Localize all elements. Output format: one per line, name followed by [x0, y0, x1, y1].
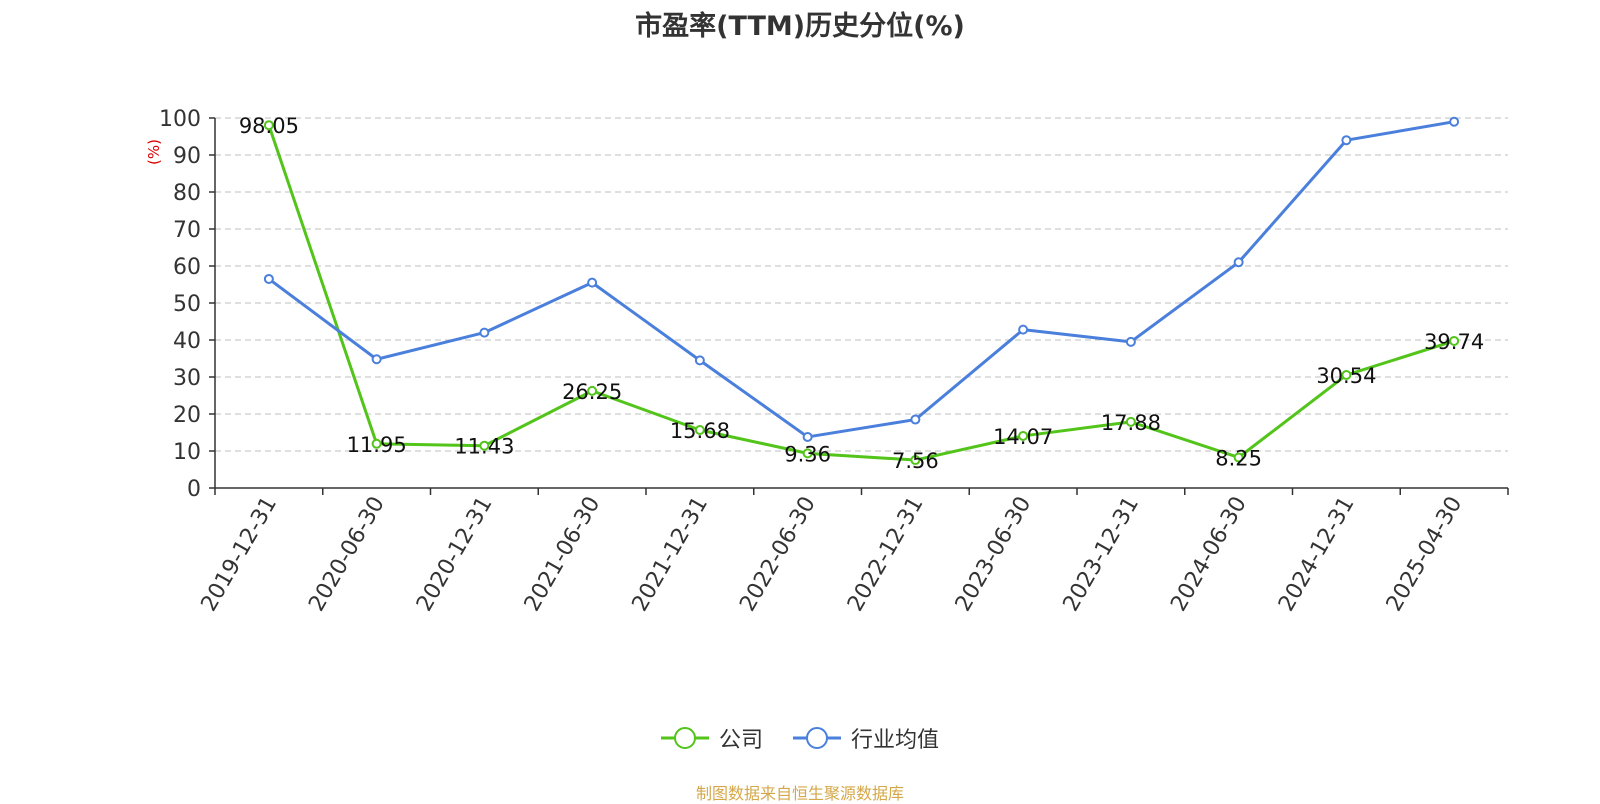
data-point	[263, 273, 274, 284]
data-point	[1449, 116, 1460, 127]
data-point	[1449, 335, 1460, 346]
data-point	[371, 438, 382, 449]
data-label: 7.56	[892, 449, 939, 473]
y-axis-label: (%)	[145, 139, 163, 165]
y-tick-label: 20	[173, 403, 201, 428]
legend-swatch	[793, 727, 841, 749]
y-tick-label: 70	[173, 218, 201, 243]
data-point	[371, 354, 382, 365]
data-label: 26.25	[562, 380, 622, 404]
data-label: 8.25	[1215, 446, 1262, 470]
chart-plot: 0 10 20 30 40 50 60 70 80 90 100 (%) 2019-12-31 2020-…	[145, 107, 1509, 616]
series-line-0	[267, 124, 1455, 462]
legend-item[interactable]: 公司	[660, 722, 763, 754]
data-point	[479, 440, 490, 451]
source-note: 制图数据来自恒生聚源数据库	[695, 784, 904, 803]
data-point	[1233, 257, 1244, 268]
data-label: 17.88	[1101, 411, 1161, 435]
data-point	[1125, 416, 1136, 427]
legend: 公司 行业均值	[0, 722, 1600, 754]
y-tick-label: 60	[173, 255, 201, 280]
y-tick-label: 10	[173, 440, 201, 465]
data-point	[263, 120, 274, 131]
x-tick-label: 2024-12-31	[1274, 493, 1360, 616]
data-point	[802, 448, 813, 459]
y-tick-label: 0	[187, 477, 201, 502]
x-tick-label: 2022-12-31	[843, 493, 929, 616]
data-label: 98.05	[239, 114, 299, 138]
data-point	[1125, 336, 1136, 347]
data-label: 15.68	[670, 419, 730, 443]
x-tick-label: 2020-12-31	[412, 493, 498, 616]
y-tick-label: 50	[173, 292, 201, 317]
legend-label: 公司	[718, 728, 763, 753]
y-tick-label: 80	[173, 181, 201, 206]
x-tick-label: 2021-06-30	[520, 493, 606, 616]
y-tick-label: 90	[173, 144, 201, 169]
grid-lines	[215, 117, 1508, 452]
data-labels: 98.05 11.95 11.43 26.25 15.68 9.36 7.56 14.07 17…	[239, 114, 1484, 473]
legend-swatch	[660, 727, 709, 749]
x-tick-label: 2019-12-31	[196, 493, 282, 616]
data-point	[910, 455, 921, 466]
series-lines	[263, 116, 1460, 466]
legend-label: 行业均值	[851, 728, 940, 753]
x-tick-label: 2022-06-30	[735, 493, 821, 616]
x-tick-label: 2024-06-30	[1166, 493, 1252, 616]
data-label: 39.74	[1424, 330, 1484, 354]
y-tick-label: 40	[173, 329, 201, 354]
data-point	[910, 414, 921, 425]
data-label: 9.36	[784, 442, 831, 466]
data-point	[1233, 452, 1244, 463]
y-tick-label: 100	[159, 107, 201, 132]
x-tick-label: 2023-12-31	[1058, 493, 1144, 616]
data-point	[1341, 135, 1352, 146]
x-tick-label: 2023-06-30	[951, 493, 1037, 616]
data-label: 11.95	[347, 433, 407, 457]
data-point	[587, 385, 598, 396]
data-point	[1341, 370, 1352, 381]
data-label: 30.54	[1316, 364, 1376, 388]
data-point	[1018, 324, 1029, 335]
chart-title: 市盈率(TTM)历史分位(%)	[635, 11, 965, 42]
data-point	[587, 277, 598, 288]
data-point	[802, 431, 813, 442]
legend-item[interactable]: 行业均值	[793, 722, 939, 754]
data-point	[479, 327, 490, 338]
data-point	[1018, 430, 1029, 441]
x-tick-label: 2021-12-31	[627, 493, 713, 616]
series-line-1	[267, 120, 1455, 439]
x-tick-label: 2020-06-30	[304, 493, 390, 616]
data-label: 11.43	[454, 435, 514, 459]
data-point	[694, 424, 705, 435]
data-label: 14.07	[993, 425, 1053, 449]
y-tick-label: 30	[173, 366, 201, 391]
data-point	[694, 355, 705, 366]
x-tick-label: 2025-04-30	[1382, 493, 1468, 616]
